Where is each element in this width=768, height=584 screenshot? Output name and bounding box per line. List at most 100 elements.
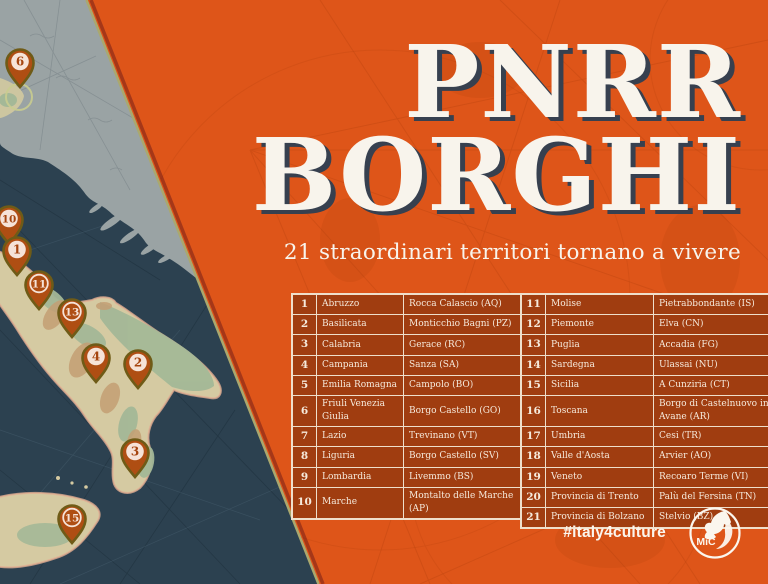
table-row: 18 Valle d'Aosta Arvier (AO) [521,446,768,468]
cell-village: Arvier (AO) [653,446,768,468]
cell-village: Rocca Calascio (AQ) [403,293,536,316]
cell-num: 15 [521,374,546,397]
small-islands [56,476,88,489]
cell-num: 5 [292,374,317,397]
table-row: 11 Molise Pietrabbondante (IS) [521,293,768,316]
cell-region: Campania [316,354,404,376]
cell-village: Monticchio Bagni (PZ) [403,314,536,336]
italy-map-illustration [0,0,318,584]
map-pins-layer: 6 10 111 13 4 2 3 15 [0,48,153,545]
cell-region: Piemonte [545,314,654,336]
table-row: 4 Campania Sanza (SA) [292,354,536,376]
cell-region: Lombardia [316,466,404,488]
map-pin-3[interactable]: 3 [120,438,150,479]
cell-num: 1 [292,293,317,316]
map-pin-1[interactable]: 1 [2,236,32,277]
cell-num: 17 [521,426,546,448]
cell-region: Toscana [545,395,654,428]
table-row: 1 Abruzzo Rocca Calascio (AQ) [292,293,536,316]
pin-badge [11,52,29,71]
table-row: 15 Sicilia A Cunziria (CT) [521,374,768,397]
table-row: 8 Liguria Borgo Castello (SV) [292,446,536,468]
cell-village: Montalto delle Marche (AP) [403,486,536,519]
borghi-table-right: 11 Molise Pietrabbondante (IS) 12 Piemonte El… [521,293,768,529]
map-pin-11[interactable]: 11 [24,270,54,311]
table-row: 6 Friuli Venezia Giulia Borgo Castello (GO… [292,395,536,428]
winged-figure-icon [704,511,733,549]
cell-village: Elva (CN) [653,314,768,336]
cell-village: Cesi (TR) [653,426,768,448]
vintage-gray-land [0,0,196,278]
table-row: 14 Sardegna Ulassai (NU) [521,354,768,376]
cell-num: 6 [292,395,317,428]
table-row: 5 Emilia Romagna Campolo (BO) [292,374,536,397]
map-pin-10[interactable]: 10 [0,205,24,246]
table-row: 10 Marche Montalto delle Marche (AP) [292,486,536,519]
pin-number: 4 [92,350,100,364]
cell-region: Puglia [545,334,654,356]
cell-num: 7 [292,426,317,448]
cell-region: Molise [545,293,654,316]
cell-num: 13 [521,334,546,356]
pin-number: 15 [65,513,80,525]
cell-num: 10 [292,486,317,519]
table-row: 19 Veneto Recoaro Terme (VI) [521,466,768,488]
cell-region: Lazio [316,426,404,448]
logo-circle [689,507,741,559]
table-row: 12 Piemonte Elva (CN) [521,314,768,336]
hashtag-italy4culture: #italy4culture [563,524,666,541]
pin-number: 3 [131,445,139,459]
pin-number: 13 [65,307,80,319]
cell-region: Veneto [545,466,654,488]
pin-number: 6 [16,55,24,69]
map-pin-6[interactable]: 6 [5,48,35,89]
table-row: 17 Umbria Cesi (TR) [521,426,768,448]
page-subtitle: 21 straordinari territori tornano a vive… [283,240,741,265]
pin-badge [0,209,18,228]
pin-badge [126,442,144,461]
pin-badge [87,347,105,366]
pin-badge [62,507,82,528]
cell-village: Recoaro Terme (VI) [653,466,768,488]
cell-region: Basilicata [316,314,404,336]
cell-num: 19 [521,466,546,488]
table-row: 3 Calabria Gerace (RC) [292,334,536,356]
table-row: 2 Basilicata Monticchio Bagni (PZ) [292,314,536,336]
pin-number: 1 [13,243,21,257]
cell-num: 18 [521,446,546,468]
cell-region: Abruzzo [316,293,404,316]
cell-region: Umbria [545,426,654,448]
table-row: 20 Provincia di Trento Palù del Fersina (T… [521,486,768,509]
pin-number: 10 [2,214,17,226]
pin-badge [8,240,26,259]
cell-num: 11 [521,293,546,316]
cell-village: Pietrabbondante (IS) [653,293,768,316]
cell-region: Friuli Venezia Giulia [316,395,404,428]
map-pin-15[interactable]: 15 [57,504,87,545]
title-block: PNRR BORGHI 21 straordinari territori to… [251,32,741,265]
cell-village: A Cunziria (CT) [653,374,768,397]
cell-num: 12 [521,314,546,336]
cell-village: Accadia (FG) [653,334,768,356]
table-row: 21 Provincia di Bolzano Stelvio (BZ) [521,507,768,529]
cell-num: 4 [292,354,317,376]
map-edge-highlight [85,0,320,584]
cell-village: Trevinano (VT) [403,426,536,448]
page-title-line2: BORGHI [251,116,741,234]
cell-num: 20 [521,486,546,509]
table-row: 16 Toscana Borgo di Castelnuovo in Avane (… [521,395,768,428]
pin-badge [129,353,147,372]
cell-village: Gerace (RC) [403,334,536,356]
cell-village: Sanza (SA) [403,354,536,376]
cell-region: Liguria [316,446,404,468]
cell-village: Borgo Castello (GO) [403,395,536,428]
mic-ministry-logo: MiC [689,507,741,559]
cell-village: Livemmo (BS) [403,466,536,488]
map-pin-4[interactable]: 4 [81,343,111,384]
cell-village: Campolo (BO) [403,374,536,397]
table-row: 13 Puglia Accadia (FG) [521,334,768,356]
map-pin-2[interactable]: 2 [123,349,153,390]
map-pin-13[interactable]: 13 [57,298,87,339]
cell-num: 9 [292,466,317,488]
